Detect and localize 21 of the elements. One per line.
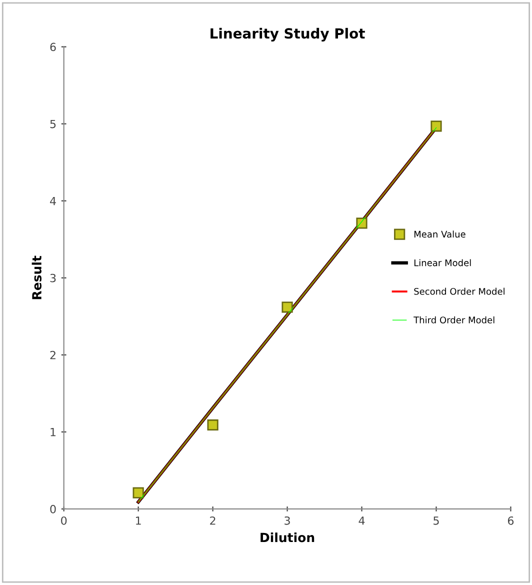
legend-label: Mean Value [414, 230, 466, 238]
legend-label: Linear Model [414, 259, 471, 266]
y-tick-label: 0 [50, 504, 56, 514]
y-tick-label: 3 [50, 274, 56, 282]
x-tick-label: 3 [284, 516, 290, 525]
x-axis-title: Dilution [260, 532, 314, 542]
legend-label: Third Order Model [414, 316, 494, 324]
y-tick-label: 2 [50, 350, 56, 360]
x-tick-label: 6 [508, 516, 514, 525]
x-tick-label: 4 [358, 516, 365, 525]
legend-label: Second Order Model [414, 288, 504, 295]
chart-title: Linearity Study Plot [210, 28, 365, 42]
y-tick-label: 5 [50, 120, 56, 128]
y-tick-label: 4 [50, 196, 56, 206]
x-tick-label: 2 [210, 516, 216, 525]
x-tick-label: 1 [136, 516, 141, 525]
y-tick-label: 1 [50, 428, 56, 436]
y-axis-title: Result [32, 256, 42, 300]
x-tick-label: 5 [434, 516, 439, 525]
y-tick-label: 6 [50, 42, 56, 52]
x-tick-label: 0 [61, 516, 67, 525]
